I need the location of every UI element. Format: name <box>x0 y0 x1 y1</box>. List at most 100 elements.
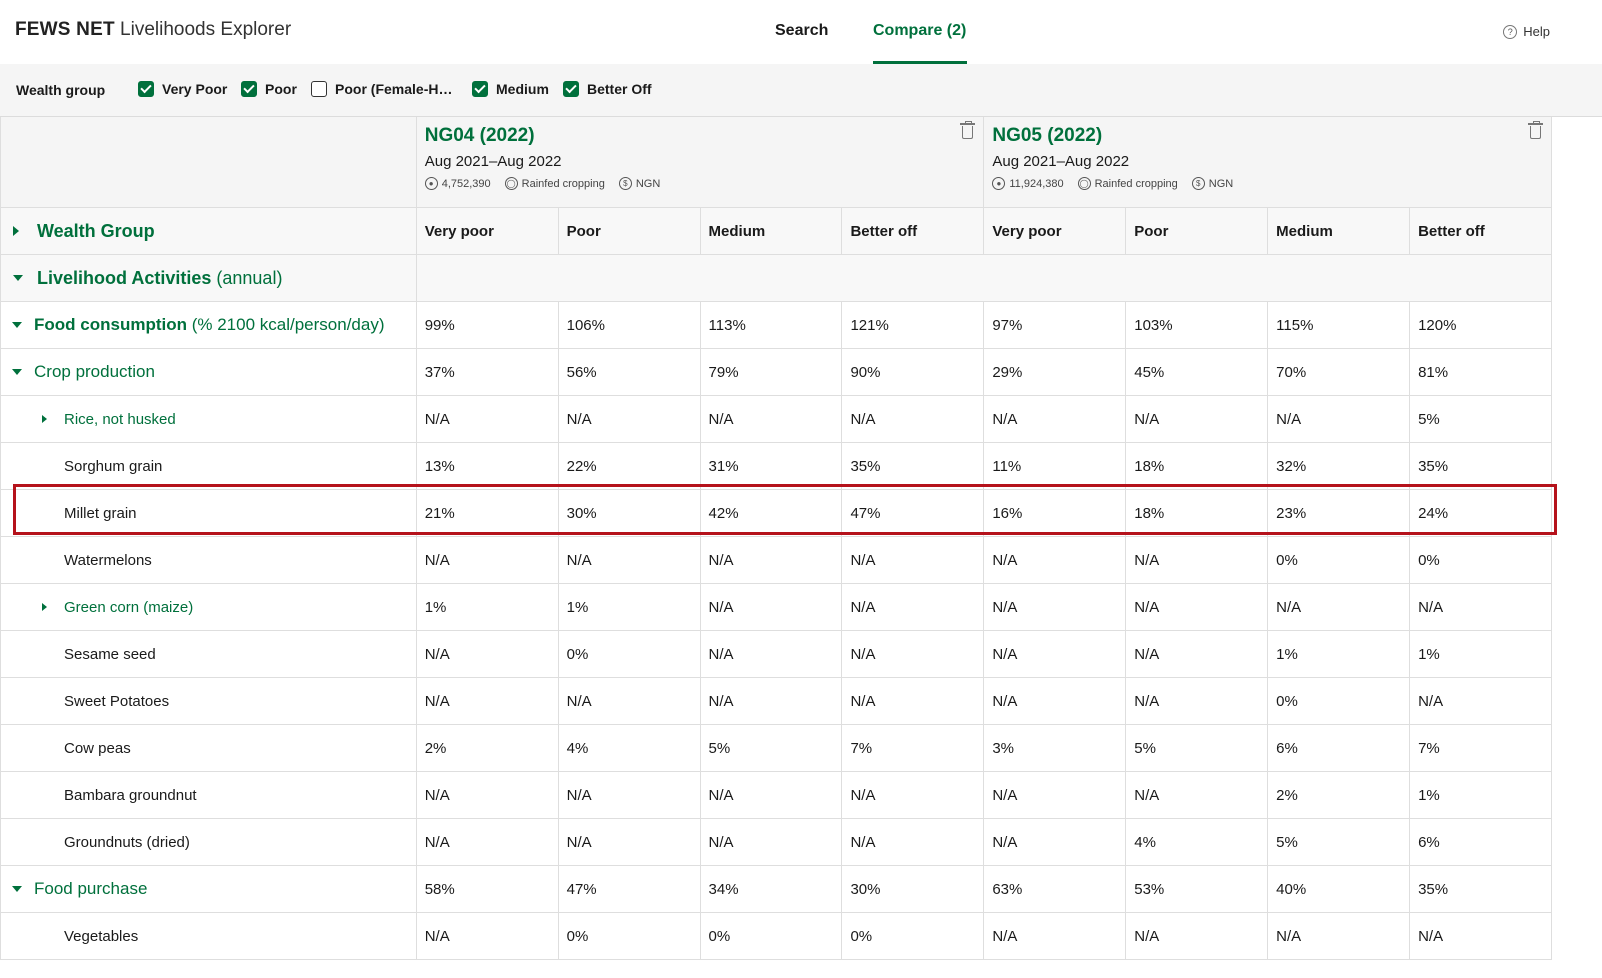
table-cell: N/A <box>842 584 985 630</box>
table-cell: 35% <box>842 443 985 489</box>
table-cell: N/A <box>701 631 843 677</box>
table-cell: N/A <box>559 537 701 583</box>
checkbox-checked-icon[interactable] <box>563 81 579 97</box>
table-cell: N/A <box>984 631 1127 677</box>
table-cell: 18% <box>1126 490 1269 536</box>
table-cell: 4% <box>559 725 701 771</box>
globe-icon: ◯ <box>1077 177 1091 190</box>
table-cell: N/A <box>1410 913 1552 959</box>
food-purchase-toggle[interactable]: Food purchase <box>0 866 417 912</box>
table-cell: 81% <box>1410 349 1552 395</box>
area-period: Aug 2021–Aug 2022 <box>992 153 1130 170</box>
table-cell: 56% <box>559 349 701 395</box>
table-cell: 6% <box>1410 819 1552 865</box>
row-label: Sorghum grain <box>64 457 163 475</box>
table-cell: 97% <box>984 302 1127 348</box>
table-cell: N/A <box>1126 678 1269 724</box>
filter-better-off[interactable]: Better Off <box>563 81 652 97</box>
table-cell: N/A <box>1126 537 1269 583</box>
table-cell: 37% <box>417 349 559 395</box>
table-cell: N/A <box>984 819 1127 865</box>
table-cell: 0% <box>1410 537 1552 583</box>
expand-caret-icon[interactable] <box>42 415 47 423</box>
collapse-caret-icon[interactable] <box>12 369 22 375</box>
table-cell: 1% <box>417 584 559 630</box>
area-meta: ● 11,924,380 ◯ Rainfed cropping $ NGN <box>992 177 1543 190</box>
table-cell: 42% <box>701 490 843 536</box>
table-cell: 113% <box>701 302 843 348</box>
table-cell: 2% <box>417 725 559 771</box>
checkbox-unchecked-icon[interactable] <box>311 81 327 97</box>
collapse-caret-icon[interactable] <box>13 275 23 281</box>
table-cell: 4% <box>1126 819 1269 865</box>
table-cell: N/A <box>559 772 701 818</box>
table-cell: N/A <box>1126 396 1269 442</box>
wealth-group-toggle[interactable]: Wealth Group <box>0 208 417 254</box>
population-icon: ● <box>424 177 438 190</box>
remove-area-icon[interactable] <box>960 121 976 139</box>
table-cell: N/A <box>1410 584 1552 630</box>
help-link[interactable]: ? Help <box>1503 24 1550 39</box>
table-cell: N/A <box>842 772 985 818</box>
table-cell: N/A <box>984 584 1127 630</box>
wealth-group-row: Wealth Group Very poor Poor Medium Bette… <box>0 208 1552 255</box>
currency-icon: $ <box>1191 177 1205 190</box>
app-logo[interactable]: FEWS NET Livelihoods Explorer <box>15 19 291 41</box>
row-label-cell: Sesame seed <box>0 631 417 677</box>
area-title[interactable]: NG04 (2022) <box>424 125 535 146</box>
table-cell: 16% <box>984 490 1127 536</box>
table-cell: N/A <box>559 678 701 724</box>
crop-item-row-millet: Millet grain 21% 30% 42% 47% 16% 18% 23%… <box>0 490 1552 537</box>
header-corner-cell <box>0 117 417 207</box>
tab-search[interactable]: Search <box>775 22 829 39</box>
filter-very-poor[interactable]: Very Poor <box>138 81 227 97</box>
crop-item-rice-toggle[interactable]: Rice, not husked <box>0 396 417 442</box>
table-cell: N/A <box>701 584 843 630</box>
filter-medium[interactable]: Medium <box>472 81 549 97</box>
table-cell: N/A <box>984 772 1127 818</box>
livelihood-activities-toggle[interactable]: Livelihood Activities (annual) <box>0 255 417 301</box>
table-cell: 22% <box>559 443 701 489</box>
table-cell: 79% <box>701 349 843 395</box>
row-label: Food purchase <box>34 879 148 898</box>
row-label: Food consumption (% 2100 kcal/person/day… <box>34 315 385 334</box>
food-consumption-toggle[interactable]: Food consumption (% 2100 kcal/person/day… <box>0 302 417 348</box>
table-cell: N/A <box>842 537 985 583</box>
tab-compare[interactable]: Compare (2) <box>873 22 967 39</box>
wealth-group-filter-bar: Wealth group Very Poor Poor Poor (Female… <box>0 64 1602 117</box>
expand-caret-icon[interactable] <box>13 226 19 236</box>
row-label-cell: Sorghum grain <box>0 443 417 489</box>
table-cell: N/A <box>842 819 985 865</box>
filter-poor[interactable]: Poor <box>241 81 297 97</box>
filter-option-label: Better Off <box>587 81 652 97</box>
expand-caret-icon[interactable] <box>42 603 47 611</box>
column-header: Better off <box>842 208 985 254</box>
globe-icon: ◯ <box>504 177 518 190</box>
filter-poor-female-headed[interactable]: Poor (Female-H… <box>311 81 452 97</box>
table-cell: 34% <box>701 866 843 912</box>
area-meta: ● 4,752,390 ◯ Rainfed cropping $ NGN <box>424 177 976 190</box>
column-header: Medium <box>1268 208 1411 254</box>
remove-area-icon[interactable] <box>1528 121 1543 139</box>
table-cell: 2% <box>1268 772 1411 818</box>
food-purchase-row: Food purchase 58% 47% 34% 30% 63% 53% 40… <box>0 866 1552 913</box>
column-header: Medium <box>700 208 843 254</box>
collapse-caret-icon[interactable] <box>12 322 22 328</box>
brand-subtitle: Livelihoods Explorer <box>120 19 292 40</box>
crop-production-row: Crop production 37% 56% 79% 90% 29% 45% … <box>0 349 1552 396</box>
crop-production-toggle[interactable]: Crop production <box>0 349 417 395</box>
table-cell: 0% <box>559 631 701 677</box>
crop-item-green-corn-toggle[interactable]: Green corn (maize) <box>0 584 417 630</box>
checkbox-checked-icon[interactable] <box>472 81 488 97</box>
checkbox-checked-icon[interactable] <box>138 81 154 97</box>
row-label-cell: Groundnuts (dried) <box>0 819 417 865</box>
brand-name: FEWS NET <box>15 19 115 40</box>
checkbox-checked-icon[interactable] <box>241 81 257 97</box>
table-cell: N/A <box>1126 584 1269 630</box>
crop-item-row: Rice, not husked N/A N/A N/A N/A N/A N/A… <box>0 396 1552 443</box>
area-title[interactable]: NG05 (2022) <box>992 125 1103 146</box>
table-cell: 30% <box>842 866 985 912</box>
top-bar: FEWS NET Livelihoods Explorer Search Com… <box>0 0 1602 64</box>
collapse-caret-icon[interactable] <box>12 886 22 892</box>
table-cell: 30% <box>559 490 701 536</box>
